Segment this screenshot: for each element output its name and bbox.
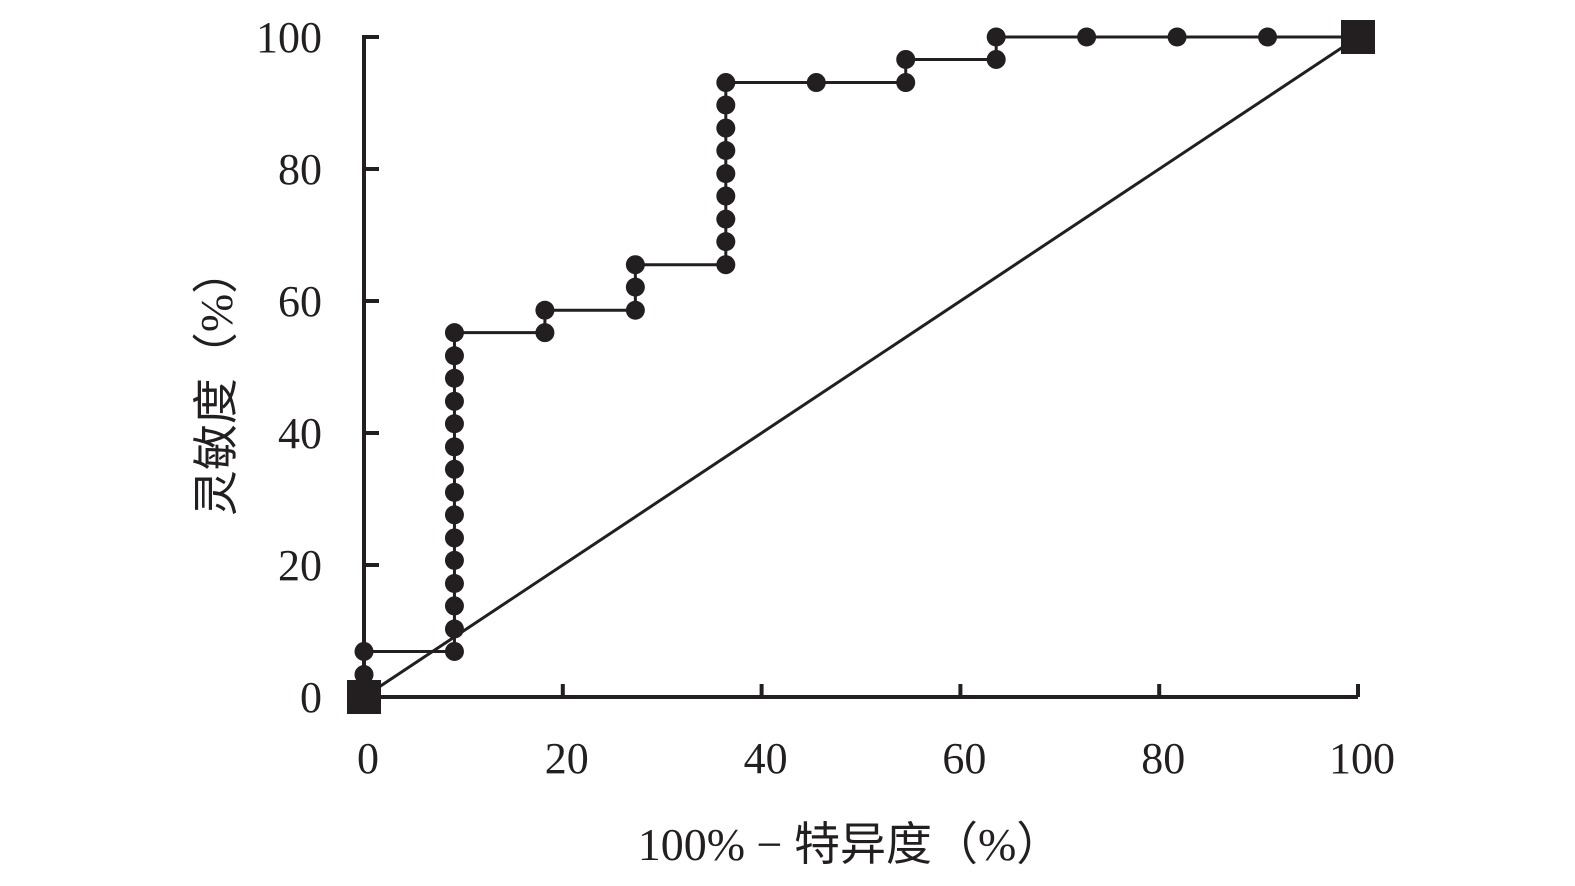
x-tick-label: 40 [744,734,788,783]
roc-point [444,505,464,525]
roc-point [716,255,736,275]
roc-point [716,118,736,138]
x-tick-label: 0 [357,734,379,783]
endpoint-square [1341,20,1375,54]
roc-point [716,186,736,206]
y-tick-label: 0 [300,673,322,722]
y-tick-label: 20 [278,541,322,590]
roc-point [444,437,464,457]
endpoint-square [347,680,381,714]
roc-point [716,95,736,115]
endpoints-layer [347,20,1375,714]
roc-point [625,277,645,297]
roc-point [444,641,464,661]
roc-point [716,141,736,161]
roc-point [444,528,464,548]
roc-point [444,346,464,366]
x-tick-label: 20 [545,734,589,783]
roc-point [444,550,464,570]
x-tick-labels: 0 20 40 60 80 100 [357,734,1395,783]
roc-point [444,482,464,502]
roc-point [444,459,464,479]
x-tick-label: 80 [1141,734,1185,783]
roc-point [444,391,464,411]
roc-point [716,164,736,184]
roc-point [444,368,464,388]
roc-point [1167,27,1187,47]
y-tick-label: 80 [278,145,322,194]
roc-point [986,49,1006,69]
axes [362,35,1360,699]
roc-point [535,300,555,320]
x-tick-label: 100 [1329,734,1395,783]
roc-point [444,596,464,616]
y-tick-label: 60 [278,277,322,326]
roc-point [716,209,736,229]
roc-points-layer [354,27,1368,707]
roc-point [444,619,464,639]
y-axis-title: 灵敏度（%） [191,248,242,516]
roc-point [896,73,916,93]
roc-point [986,27,1006,47]
roc-point [535,323,555,343]
roc-point [444,573,464,593]
y-tick-labels: 0 20 40 60 80 100 [256,13,322,722]
x-tick-label: 60 [942,734,986,783]
roc-point [1258,27,1278,47]
roc-point [625,300,645,320]
roc-point [444,323,464,343]
y-tick-label: 100 [256,13,322,62]
roc-point [354,641,374,661]
roc-point [806,73,826,93]
roc-point [354,665,374,685]
roc-point [716,232,736,252]
roc-point [444,414,464,434]
roc-point [896,49,916,69]
reference-line [363,35,1359,699]
reference-layer [363,35,1359,699]
roc-point [716,73,736,93]
roc-point [625,255,645,275]
roc-point [1077,27,1097,47]
x-axis-title: 100% − 特异度（%） [638,819,1063,870]
y-tick-label: 40 [278,409,322,458]
